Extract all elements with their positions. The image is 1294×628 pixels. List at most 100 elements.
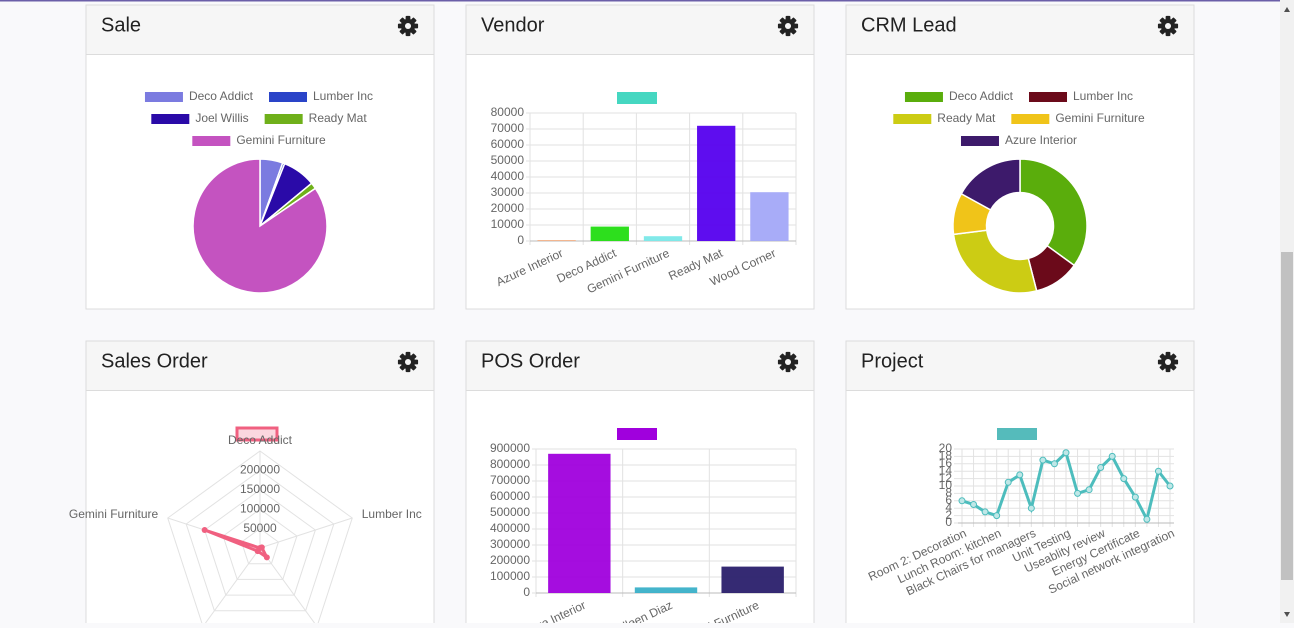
- radar-spoke: [202, 547, 261, 627]
- y-tick-label: 8: [945, 486, 952, 500]
- bar: [548, 453, 611, 593]
- legend-swatch: [1029, 92, 1068, 102]
- slice: [1019, 158, 1088, 267]
- point: [258, 544, 265, 551]
- legend-label: Azure Interior: [1005, 133, 1077, 147]
- card-title: Sales Order: [101, 350, 208, 372]
- card-title: CRM Lead: [861, 14, 957, 36]
- y-tick-label: 10: [939, 478, 953, 492]
- y-tick-label: 0: [517, 233, 524, 247]
- y-tick-label: 0: [523, 585, 530, 599]
- scrollbar-thumb[interactable]: [1281, 252, 1293, 580]
- point: [970, 501, 978, 508]
- legend-label: Deco Addict: [189, 89, 254, 103]
- radar-point-label: Lumber Inc: [362, 507, 422, 521]
- point: [1074, 489, 1082, 497]
- legend-swatch: [1011, 114, 1050, 124]
- point: [1062, 449, 1070, 457]
- settings-gear[interactable]: [1157, 15, 1179, 37]
- y-tick-label: 300000: [490, 537, 530, 551]
- y-tick-label: 0: [945, 515, 952, 529]
- y-tick-label: 2: [945, 508, 952, 522]
- y-tick-label: 500000: [490, 505, 530, 519]
- point: [1166, 482, 1174, 490]
- legend-swatch: [960, 136, 999, 146]
- y-tick-label: 12: [939, 471, 953, 485]
- y-tick-label: 800000: [490, 457, 530, 471]
- y-tick-label: 400000: [490, 521, 530, 535]
- y-tick-label: 70000: [491, 121, 525, 135]
- point: [1016, 471, 1024, 479]
- legend-label: Joel Willis: [195, 111, 248, 125]
- scroll-down[interactable]: [1284, 612, 1290, 617]
- r-tick-label: 100000: [240, 501, 280, 515]
- y-tick-label: 900000: [490, 441, 530, 455]
- point: [1039, 456, 1047, 464]
- y-tick-label: 40000: [491, 169, 525, 183]
- radar-point-label: Deco Addict: [228, 433, 293, 447]
- radar-grid-ring: [204, 489, 316, 596]
- legend-swatch: [617, 428, 657, 440]
- point: [958, 497, 966, 505]
- scroll-up[interactable]: [1284, 7, 1290, 12]
- slice: [952, 229, 1038, 294]
- y-tick-label: 50000: [491, 153, 525, 167]
- settings-gear[interactable]: [777, 351, 799, 373]
- y-tick-label: 600000: [490, 489, 530, 503]
- bar: [750, 192, 789, 241]
- legend-swatch: [151, 114, 190, 124]
- point: [1050, 460, 1058, 468]
- y-tick-label: 30000: [491, 185, 525, 199]
- radar-spoke: [259, 517, 353, 549]
- legend-swatch: [893, 114, 932, 124]
- settings-gear[interactable]: [777, 15, 799, 37]
- bar: [643, 236, 683, 241]
- r-tick-label: 50000: [243, 521, 277, 535]
- y-tick-label: 80000: [491, 105, 525, 119]
- card: [845, 4, 1195, 310]
- point: [201, 527, 208, 534]
- slice: [192, 158, 328, 294]
- point: [263, 554, 270, 561]
- y-tick-label: 18: [939, 449, 953, 463]
- top-bar: [0, 0, 1294, 2]
- card-title: Project: [861, 350, 924, 372]
- card-header: [86, 5, 434, 55]
- legend-swatch: [617, 92, 657, 104]
- point: [254, 548, 261, 555]
- legend-swatch: [904, 92, 943, 102]
- legend-swatch: [269, 92, 308, 102]
- point: [981, 508, 989, 516]
- legend-label: Gemini Furniture: [236, 133, 326, 147]
- legend-label: Ready Mat: [937, 111, 996, 125]
- card-header: [466, 341, 814, 391]
- r-tick-label: 200000: [240, 463, 280, 477]
- radar-grid-ring: [185, 469, 335, 612]
- bar: [721, 566, 784, 593]
- y-tick-label: 4: [945, 500, 952, 514]
- point: [1120, 475, 1128, 483]
- card-header: [86, 341, 434, 391]
- point: [1027, 504, 1035, 512]
- card-title: Sale: [101, 14, 141, 36]
- legend-label: Gemini Furniture: [1055, 111, 1145, 125]
- legend-swatch: [264, 114, 303, 124]
- settings-gear[interactable]: [397, 15, 419, 37]
- y-tick-label: 6: [945, 493, 952, 507]
- point: [1085, 486, 1093, 494]
- legend-swatch: [235, 426, 279, 442]
- radar-spoke: [259, 547, 318, 627]
- y-tick-label: 20000: [491, 201, 525, 215]
- legend-label: Lumber Inc: [313, 89, 373, 103]
- legend-label: Deco Addict: [949, 89, 1014, 103]
- radar-grid-ring: [222, 508, 298, 580]
- settings-gear[interactable]: [397, 351, 419, 373]
- y-tick-label: 20: [939, 441, 953, 455]
- card: [465, 4, 815, 310]
- y-tick-label: 200000: [490, 553, 530, 567]
- settings-gear[interactable]: [1157, 351, 1179, 373]
- point: [1143, 515, 1151, 523]
- radar-grid-ring: [240, 527, 280, 565]
- y-tick-label: 700000: [490, 473, 530, 487]
- point: [1154, 467, 1162, 475]
